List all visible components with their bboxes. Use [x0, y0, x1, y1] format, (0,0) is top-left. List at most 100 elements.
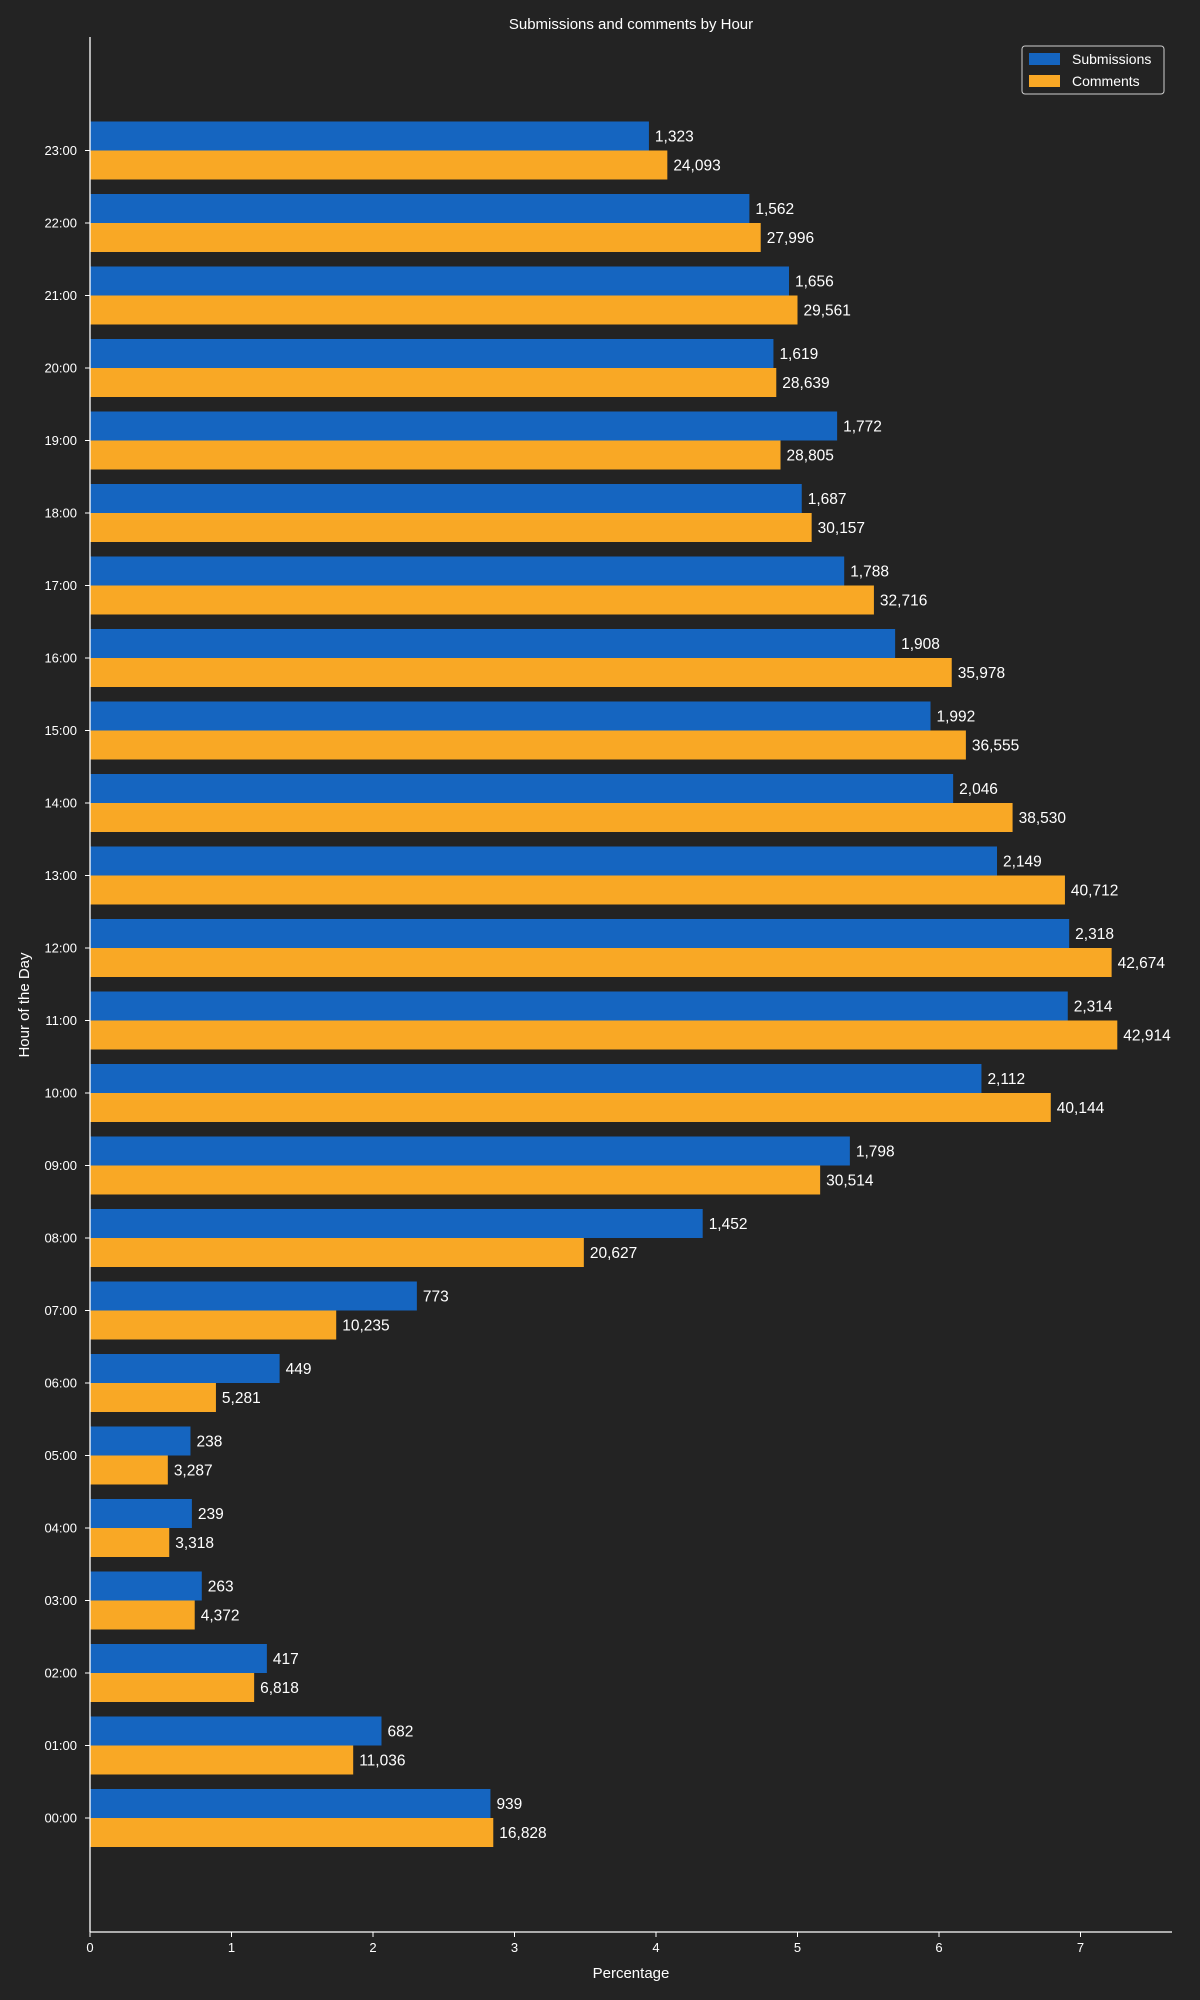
- y-tick-label: 02:00: [44, 1666, 77, 1681]
- bar-value-label: 11,036: [359, 1753, 405, 1770]
- bar-value-label: 1,619: [779, 346, 818, 363]
- y-axis-ticks: 00:00 01:00 02:00 03:00 04:00 05:00 06:00 07:00…: [44, 143, 90, 1826]
- bar-value-label: 40,144: [1057, 1100, 1105, 1117]
- x-tick-label: 0: [86, 1940, 93, 1955]
- y-tick-label: 07:00: [44, 1303, 77, 1318]
- bar-comments-0700: [90, 1310, 337, 1340]
- bar-labels-group: 939 16,828 682 11,036 417 6,818 263 4,372 239 3,3…: [174, 129, 1171, 1843]
- bar-submissions-0700: [90, 1281, 417, 1311]
- y-tick-label: 23:00: [44, 143, 77, 158]
- bar-value-label: 1,798: [856, 1144, 895, 1161]
- bar-value-label: 4,372: [201, 1608, 240, 1625]
- bar-comments-1800: [90, 513, 812, 542]
- bar-value-label: 42,674: [1118, 955, 1166, 972]
- y-tick-label: 16:00: [44, 651, 77, 666]
- y-tick-label: 05:00: [44, 1448, 77, 1463]
- bar-comments-1600: [90, 658, 952, 687]
- y-tick-label: 14:00: [44, 796, 77, 811]
- x-tick-label: 3: [511, 1940, 518, 1955]
- bar-submissions-1100: [90, 991, 1068, 1021]
- bar-submissions-2200: [90, 194, 750, 223]
- y-tick-label: 03:00: [44, 1593, 77, 1608]
- bar-value-label: 10,235: [342, 1318, 389, 1335]
- bar-comments-1700: [90, 585, 874, 615]
- y-tick-label: 21:00: [44, 288, 77, 303]
- bar-value-label: 40,712: [1071, 883, 1118, 900]
- bar-comments-2200: [90, 223, 761, 252]
- bar-submissions-0900: [90, 1136, 850, 1166]
- bar-submissions-1700: [90, 556, 845, 586]
- bar-value-label: 939: [496, 1796, 522, 1813]
- bar-value-label: 2,314: [1074, 999, 1113, 1016]
- bar-value-label: 1,772: [843, 419, 882, 436]
- bar-value-label: 2,149: [1003, 854, 1042, 871]
- bar-value-label: 1,788: [850, 564, 889, 581]
- bar-value-label: 42,914: [1123, 1028, 1171, 1045]
- bar-submissions-0800: [90, 1209, 703, 1238]
- bar-comments-1400: [90, 803, 1013, 832]
- bar-value-label: 1,562: [755, 201, 794, 218]
- bar-comments-0500: [90, 1455, 168, 1485]
- y-tick-label: 04:00: [44, 1521, 77, 1536]
- bar-submissions-2100: [90, 266, 790, 296]
- y-tick-label: 06:00: [44, 1376, 77, 1391]
- y-axis-label: Hour of the Day: [16, 952, 33, 1058]
- bar-comments-2000: [90, 368, 777, 397]
- y-tick-label: 17:00: [44, 578, 77, 593]
- bar-comments-0900: [90, 1165, 821, 1195]
- legend-label-comments: Comments: [1072, 73, 1140, 89]
- y-tick-label: 18:00: [44, 506, 77, 521]
- bar-value-label: 29,561: [804, 303, 851, 320]
- y-tick-label: 11:00: [45, 1013, 77, 1028]
- x-tick-label: 4: [652, 1940, 659, 1955]
- y-tick-label: 09:00: [44, 1158, 77, 1173]
- y-tick-label: 08:00: [44, 1231, 77, 1246]
- x-axis-label: Percentage: [593, 1965, 670, 1982]
- bar-comments-1300: [90, 875, 1065, 905]
- bar-value-label: 682: [387, 1724, 413, 1741]
- bar-submissions-1000: [90, 1064, 982, 1093]
- bar-comments-0200: [90, 1673, 255, 1702]
- bar-submissions-1400: [90, 774, 954, 803]
- bar-value-label: 417: [273, 1651, 299, 1668]
- bar-comments-1000: [90, 1093, 1051, 1122]
- bar-value-label: 1,908: [901, 636, 940, 653]
- y-tick-label: 00:00: [44, 1811, 77, 1826]
- bar-comments-1500: [90, 730, 966, 760]
- y-tick-label: 19:00: [44, 433, 77, 448]
- y-tick-label: 15:00: [44, 723, 77, 738]
- bar-value-label: 16,828: [499, 1825, 546, 1842]
- bar-value-label: 449: [286, 1361, 312, 1378]
- legend-swatch-submissions: [1029, 53, 1060, 65]
- bar-submissions-1900: [90, 411, 838, 441]
- legend-swatch-comments: [1029, 75, 1060, 87]
- bar-value-label: 1,656: [795, 274, 834, 291]
- bar-value-label: 1,687: [808, 491, 847, 508]
- bar-comments-0600: [90, 1383, 216, 1412]
- bar-comments-1900: [90, 440, 781, 470]
- bar-value-label: 2,112: [987, 1071, 1025, 1088]
- bar-value-label: 5,281: [222, 1390, 261, 1407]
- x-tick-label: 7: [1077, 1940, 1084, 1955]
- bar-value-label: 20,627: [590, 1245, 637, 1262]
- y-tick-label: 20:00: [44, 361, 77, 376]
- bar-submissions-1200: [90, 919, 1070, 948]
- bar-value-label: 35,978: [958, 665, 1005, 682]
- x-tick-label: 5: [794, 1940, 801, 1955]
- bar-value-label: 6,818: [260, 1680, 299, 1697]
- x-tick-label: 2: [369, 1940, 376, 1955]
- bar-value-label: 32,716: [880, 593, 927, 610]
- bar-submissions-0400: [90, 1499, 192, 1528]
- bar-submissions-0600: [90, 1354, 280, 1383]
- y-tick-label: 01:00: [44, 1738, 77, 1753]
- y-tick-label: 22:00: [44, 216, 77, 231]
- bar-value-label: 3,287: [174, 1463, 213, 1480]
- bar-value-label: 28,805: [787, 448, 834, 465]
- bar-submissions-0200: [90, 1644, 267, 1673]
- x-tick-label: 6: [935, 1940, 942, 1955]
- bar-submissions-0500: [90, 1426, 191, 1456]
- bar-comments-0100: [90, 1745, 354, 1775]
- y-tick-label: 12:00: [44, 941, 77, 956]
